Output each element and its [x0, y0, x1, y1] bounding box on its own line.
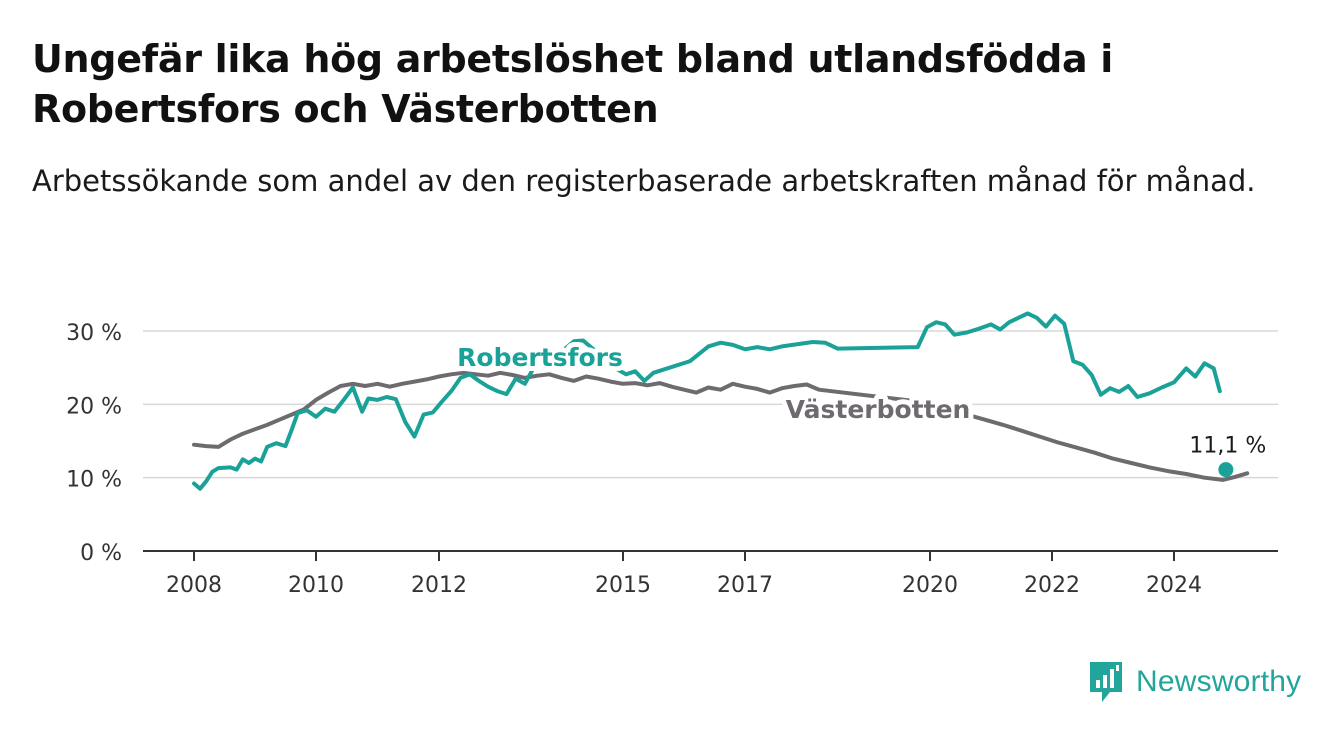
newsworthy-chart-icon	[1090, 662, 1122, 702]
series-labels: RobertsforsRobertsforsVästerbottenVäster…	[452, 338, 1266, 478]
series-label-v-sterbotten: Västerbotten	[786, 395, 971, 424]
series-label-robertsfors: Robertsfors	[457, 343, 623, 372]
series-lines	[192, 311, 1250, 491]
x-tick-label: 2008	[166, 573, 222, 598]
x-tick-label: 2017	[717, 573, 773, 598]
x-tick-label: 2022	[1024, 573, 1080, 598]
y-tick-label: 30 %	[66, 321, 122, 346]
gridlines	[143, 330, 1278, 479]
last-value-marker	[1218, 462, 1234, 478]
y-tick-label: 20 %	[66, 394, 122, 419]
last-value-label: 11,1 %	[1189, 434, 1266, 459]
series-label-halo: Robertsfors	[457, 343, 623, 372]
series-line-v-sterbotten	[192, 370, 1250, 482]
x-axis: 2008 2010 2012 2015 2017 2020 2022 2024	[143, 550, 1278, 598]
chart-title: Ungefär lika hög arbetslöshet bland utla…	[32, 37, 1113, 131]
x-tick-label: 2015	[595, 573, 651, 598]
brand-name: Newsworthy	[1136, 665, 1302, 698]
chart-subtitle: Arbetssökande som andel av den registerb…	[32, 164, 1256, 198]
y-tick-label: 10 %	[66, 468, 122, 493]
y-axis-tick-labels: 0 % 10 % 20 % 30 %	[66, 321, 122, 566]
x-tick-label: 2010	[288, 573, 344, 598]
x-tick-label: 2024	[1146, 573, 1202, 598]
y-tick-label: 0 %	[80, 541, 122, 566]
series-line-robertsfors	[192, 311, 1222, 491]
newsworthy-logo: Newsworthy	[1088, 660, 1301, 704]
x-tick-label: 2012	[411, 573, 467, 598]
x-tick-label: 2020	[902, 573, 958, 598]
series-label-halo: Västerbotten	[786, 395, 971, 424]
